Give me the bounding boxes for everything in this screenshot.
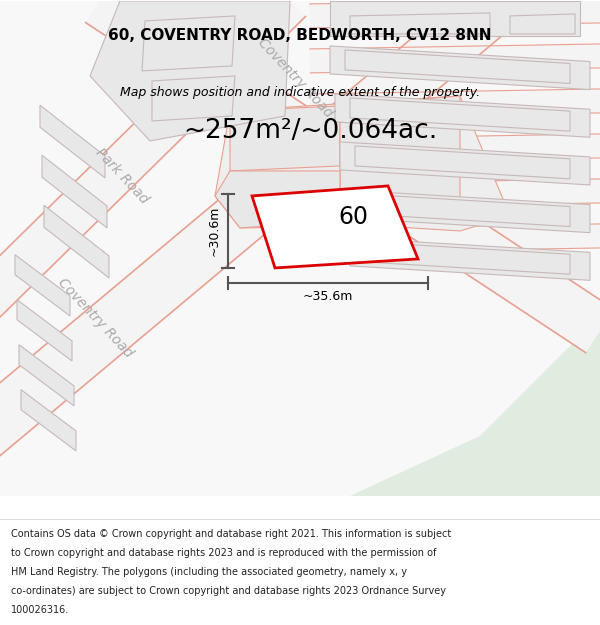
Text: Park Road: Park Road: [93, 146, 151, 206]
Text: ~257m²/~0.064ac.: ~257m²/~0.064ac.: [183, 118, 437, 144]
Text: 100026316.: 100026316.: [11, 605, 69, 615]
Text: Contains OS data © Crown copyright and database right 2021. This information is : Contains OS data © Crown copyright and d…: [11, 529, 451, 539]
Polygon shape: [19, 345, 74, 406]
Text: HM Land Registry. The polygons (including the associated geometry, namely x, y: HM Land Registry. The polygons (includin…: [11, 567, 407, 577]
Polygon shape: [17, 299, 72, 361]
Text: 60: 60: [338, 205, 368, 229]
Polygon shape: [215, 171, 340, 228]
Polygon shape: [340, 156, 460, 224]
Polygon shape: [310, 89, 600, 118]
Text: Coventry Road: Coventry Road: [255, 36, 335, 121]
Polygon shape: [90, 1, 290, 141]
Polygon shape: [330, 46, 590, 89]
Text: Coventry Road: Coventry Road: [55, 276, 135, 361]
Text: ~35.6m: ~35.6m: [303, 291, 353, 303]
Polygon shape: [310, 44, 600, 73]
Polygon shape: [340, 96, 460, 166]
Polygon shape: [490, 396, 600, 496]
Polygon shape: [152, 76, 235, 121]
Polygon shape: [21, 390, 76, 451]
Polygon shape: [0, 1, 600, 496]
Polygon shape: [335, 94, 590, 138]
Polygon shape: [360, 194, 570, 226]
Polygon shape: [86, 0, 600, 352]
Polygon shape: [215, 96, 510, 231]
Polygon shape: [252, 186, 418, 268]
Polygon shape: [230, 106, 340, 171]
Text: to Crown copyright and database rights 2023 and is reproduced with the permissio: to Crown copyright and database rights 2…: [11, 548, 436, 558]
Polygon shape: [310, 179, 600, 208]
Polygon shape: [15, 255, 70, 316]
Polygon shape: [310, 134, 600, 163]
Polygon shape: [310, 224, 600, 253]
Polygon shape: [350, 98, 570, 131]
Polygon shape: [345, 50, 570, 83]
Polygon shape: [345, 190, 590, 232]
Polygon shape: [365, 242, 570, 274]
Text: co-ordinates) are subject to Crown copyright and database rights 2023 Ordnance S: co-ordinates) are subject to Crown copyr…: [11, 586, 446, 596]
Text: 60, COVENTRY ROAD, BEDWORTH, CV12 8NN: 60, COVENTRY ROAD, BEDWORTH, CV12 8NN: [108, 28, 492, 43]
Polygon shape: [0, 0, 305, 322]
Polygon shape: [42, 155, 107, 228]
Polygon shape: [44, 205, 109, 278]
Polygon shape: [350, 316, 600, 496]
Polygon shape: [350, 13, 490, 34]
Polygon shape: [350, 238, 590, 281]
Polygon shape: [310, 0, 600, 28]
Polygon shape: [142, 16, 235, 71]
Polygon shape: [330, 1, 580, 36]
Polygon shape: [510, 14, 575, 34]
Polygon shape: [0, 0, 518, 458]
Text: Map shows position and indicative extent of the property.: Map shows position and indicative extent…: [120, 86, 480, 99]
Polygon shape: [40, 105, 105, 178]
Text: ~30.6m: ~30.6m: [208, 206, 221, 256]
Polygon shape: [355, 146, 570, 179]
Polygon shape: [340, 142, 590, 185]
